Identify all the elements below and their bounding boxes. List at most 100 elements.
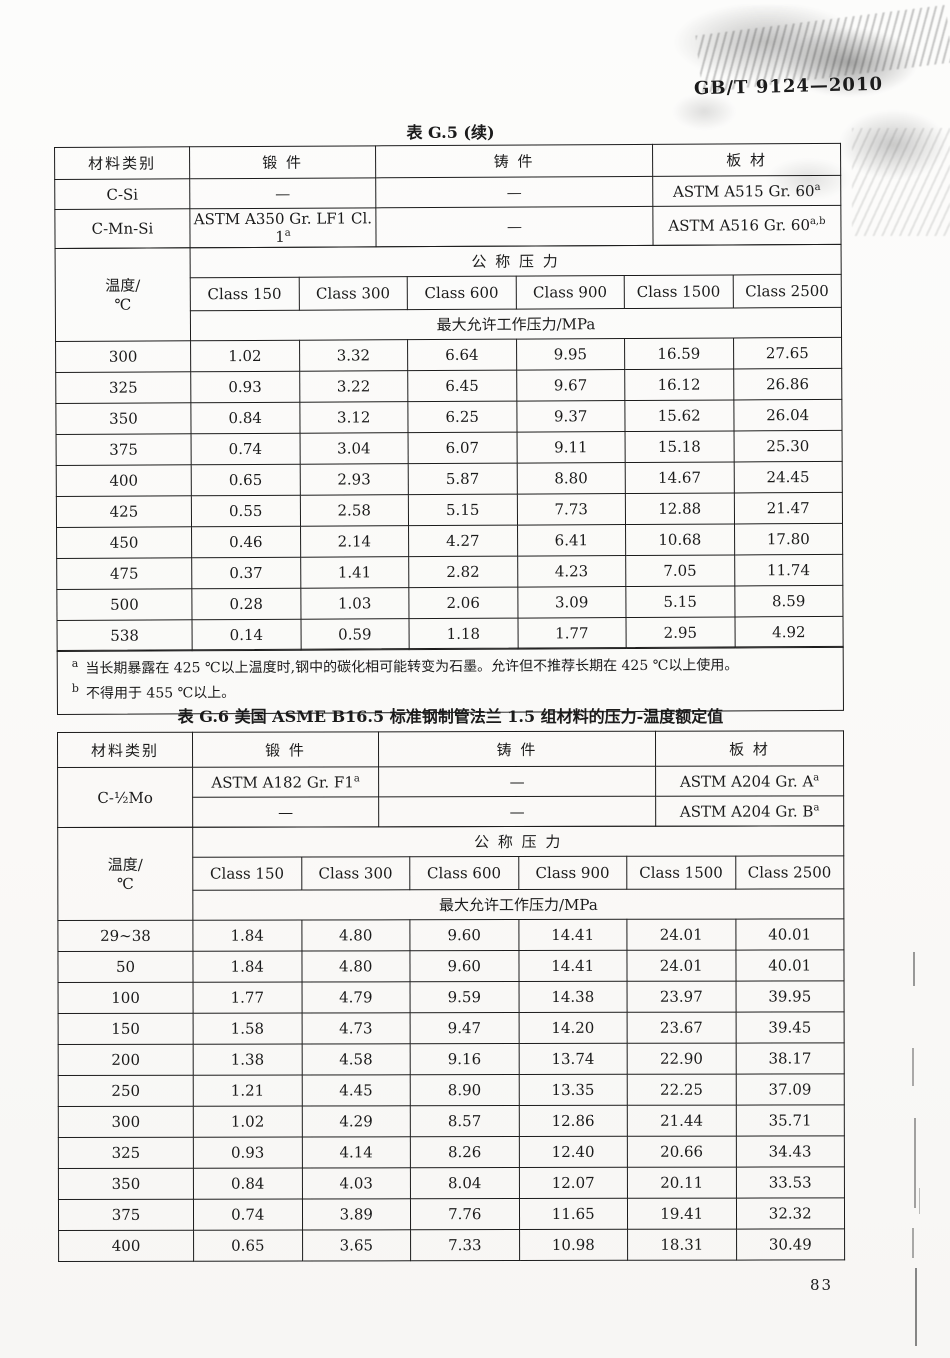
spec-text: ASTM A516 Gr. 60 [668,216,811,235]
pressure-value-cell: 10.68 [625,523,735,556]
footnote-a: a 当长期暴露在 425 ℃以上温度时,钢中的碳化相可能转变为石墨。允许但不推荐长… [72,653,831,681]
pressure-value-cell: 5.15 [625,585,735,618]
class-header: Class 2500 [735,855,844,889]
pressure-value-cell: 26.86 [733,367,842,400]
page-number: 83 [810,1276,834,1294]
pressure-value-cell: 9.11 [516,431,626,463]
temperature-cell: 538 [57,619,193,651]
pressure-value-cell: 38.17 [735,1042,845,1074]
pressure-value-cell: 37.09 [735,1073,845,1105]
spec-text: ASTM A515 Gr. 60 [672,181,815,201]
pressure-value-cell: 33.53 [735,1166,845,1198]
pressure-value-cell: 9.60 [409,950,519,982]
material-category-cell: C-Mn-Si [54,208,191,249]
header-plate: 板 材 [652,143,841,177]
pressure-value-cell: 20.66 [627,1135,736,1167]
temperature-cell: 300 [58,1105,194,1137]
pressure-value-cell: 6.64 [407,338,517,371]
material-category-cell: C-Si [54,178,190,210]
pressure-value-cell: 9.59 [410,981,519,1013]
materials-header-row: 材料类别 锻 件 铸 件 板 材 [57,730,844,768]
table-g5: 材料类别 锻 件 铸 件 板 材 C-Si — — ASTM A515 Gr. … [54,143,844,715]
pressure-value-cell: 5.15 [408,493,518,526]
pressure-value-cell: 6.41 [517,524,626,556]
table-g5-materials-section: 材料类别 锻 件 铸 件 板 材 C-Si — — ASTM A515 Gr. … [54,143,842,249]
pressure-value-cell: 2.82 [408,555,518,588]
pressure-value-cell: 30.49 [736,1228,845,1260]
data-row: 500 0.28 1.03 2.06 3.09 5.15 8.59 [56,584,843,620]
spec-text: ASTM A204 Gr. A [679,771,814,791]
data-row: 350 0.84 4.03 8.04 12.07 20.11 33.53 [58,1166,845,1199]
temperature-cell: 150 [58,1012,194,1044]
pressure-value-cell: 2.58 [299,494,409,526]
material-row-1: C-½Mo ASTM A182 Gr. F1a — ASTM A204 Gr. … [57,765,844,828]
pressure-value-cell: 39.95 [735,980,845,1012]
pressure-value-cell: 0.28 [191,587,301,620]
pressure-value-cell: 3.32 [299,339,408,371]
temperature-cell: 50 [57,950,194,982]
temperature-cell: 325 [55,371,191,404]
pressure-value-cell: 15.62 [624,399,734,432]
temperature-cell: 400 [58,1229,194,1261]
plate-spec-cell: ASTM A516 Gr. 60a,b [652,205,842,246]
pressure-value-cell: 26.04 [733,398,843,431]
pressure-value-cell: 4.27 [408,524,518,557]
temperature-cell: 29~38 [57,919,193,951]
temperature-cell: 350 [58,1167,194,1199]
pressure-value-cell: 6.07 [408,431,517,464]
pressure-value-cell: 1.02 [190,339,300,372]
header-forging: 锻 件 [189,145,376,179]
nominal-pressure-header: 公 称 压 力 [190,243,842,278]
pressure-value-cell: 1.18 [408,617,518,650]
class-header: Class 900 [515,275,625,309]
forging-spec-cell: ASTM A182 Gr. F1a [192,766,379,798]
data-row: 450 0.46 2.14 4.27 6.41 10.68 17.80 [56,522,843,558]
pressure-value-cell: 7.05 [625,554,735,587]
class-header: Class 300 [298,276,408,310]
pressure-value-cell: 0.55 [191,494,301,527]
pressure-value-cell: 21.44 [627,1104,736,1136]
pressure-value-cell: 14.41 [518,918,627,951]
pressure-value-cell: 2.93 [299,463,409,495]
casting-spec-cell: — [378,796,656,827]
pressure-value-cell: 2.95 [625,616,735,649]
pressure-value-cell: 32.32 [735,1197,845,1229]
pressure-value-cell: 24.01 [626,949,736,981]
pressure-value-cell: 22.25 [627,1073,736,1105]
table-g5-pressure-section: 温度/ ℃ 公 称 压 力 Class 150 Class 300 Class … [55,243,844,651]
header-material-category: 材料类别 [57,732,193,768]
class-header: Class 1500 [626,855,736,889]
pressure-value-cell: 0.84 [190,401,300,434]
pressure-value-cell: 39.45 [735,1011,845,1043]
pressure-value-cell: 11.74 [734,553,843,586]
temperature-header-cell: 温度/ ℃ [57,826,193,920]
data-row: 325 0.93 4.14 8.26 12.40 20.66 34.43 [58,1135,845,1168]
pressure-value-cell: 40.01 [735,949,845,981]
class-header: Class 600 [407,275,516,310]
pressure-value-cell: 0.84 [193,1167,302,1199]
pressure-value-cell: 23.67 [627,1011,736,1043]
data-row: 300 1.02 4.29 8.57 12.86 21.44 35.71 [58,1104,845,1137]
pressure-value-cell: 2.14 [300,525,409,557]
material-row-c-mn-si: C-Mn-Si ASTM A350 Gr. LF1 Cl. 1a — ASTM … [54,205,842,249]
pressure-value-cell: 3.09 [517,586,626,618]
pressure-value-cell: 9.67 [516,369,625,401]
temp-label-line2: ℃ [116,874,134,893]
pressure-value-cell: 8.57 [410,1105,519,1137]
pressure-value-cell: 1.21 [193,1074,302,1106]
temperature-cell: 350 [55,402,192,435]
pressure-value-cell: 12.07 [518,1166,628,1199]
pressure-value-cell: 16.12 [624,368,734,401]
pressure-value-cell: 15.18 [625,430,734,463]
pressure-value-cell: 12.88 [625,492,735,525]
pressure-value-cell: 14.20 [518,1011,628,1044]
data-row: 400 0.65 2.93 5.87 8.80 14.67 24.45 [56,460,843,497]
spec-text: ASTM A350 Gr. LF1 Cl. 1 [193,209,373,246]
pressure-value-cell: 14.41 [518,949,628,982]
table-g6-pressure-section: 温度/ ℃ 公 称 压 力 Class 150 Class 300 Class … [57,825,845,1262]
pressure-value-cell: 4.45 [301,1074,411,1106]
pressure-value-cell: 0.14 [192,618,301,651]
temperature-cell: 375 [58,1198,194,1230]
pressure-value-cell: 11.65 [518,1197,628,1230]
footnote-marker: a [353,772,360,784]
